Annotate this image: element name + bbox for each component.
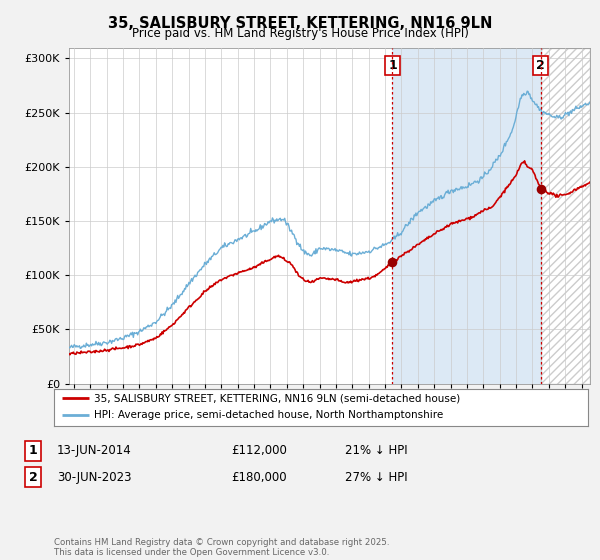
Text: 13-JUN-2014: 13-JUN-2014 [57, 444, 132, 458]
Text: £180,000: £180,000 [231, 470, 287, 484]
Point [536, 184, 545, 193]
Text: 2: 2 [536, 59, 545, 72]
Text: 21% ↓ HPI: 21% ↓ HPI [345, 444, 407, 458]
Text: 35, SALISBURY STREET, KETTERING, NN16 9LN: 35, SALISBURY STREET, KETTERING, NN16 9L… [108, 16, 492, 31]
Text: 30-JUN-2023: 30-JUN-2023 [57, 470, 131, 484]
Text: £112,000: £112,000 [231, 444, 287, 458]
Text: HPI: Average price, semi-detached house, North Northamptonshire: HPI: Average price, semi-detached house,… [94, 410, 443, 421]
Text: 27% ↓ HPI: 27% ↓ HPI [345, 470, 407, 484]
Text: 1: 1 [29, 444, 37, 458]
Text: Contains HM Land Registry data © Crown copyright and database right 2025.
This d: Contains HM Land Registry data © Crown c… [54, 538, 389, 557]
Text: 35, SALISBURY STREET, KETTERING, NN16 9LN (semi-detached house): 35, SALISBURY STREET, KETTERING, NN16 9L… [94, 393, 460, 403]
Text: Price paid vs. HM Land Registry's House Price Index (HPI): Price paid vs. HM Land Registry's House … [131, 27, 469, 40]
Bar [541, 48, 590, 384]
Text: 1: 1 [388, 59, 397, 72]
Point [388, 258, 397, 267]
Bar [392, 48, 541, 384]
Text: 2: 2 [29, 470, 37, 484]
